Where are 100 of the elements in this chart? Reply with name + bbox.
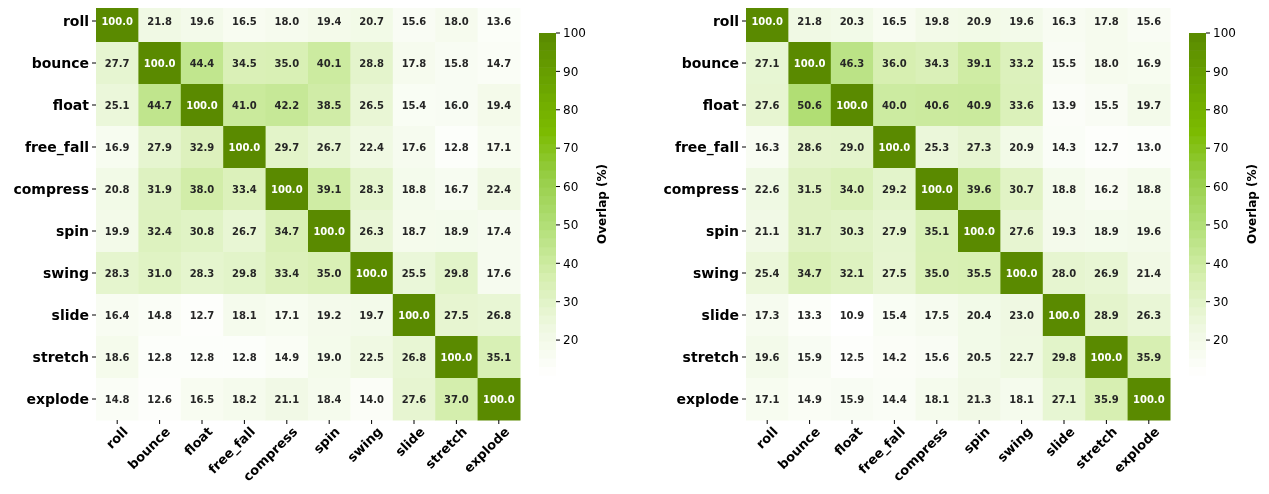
data-label: 21.1 <box>274 393 300 405</box>
data-label: 26.8 <box>401 351 427 363</box>
y-tick-label: swing <box>692 264 739 281</box>
data-label: 25.3 <box>924 141 950 153</box>
data-label: 26.3 <box>359 225 384 237</box>
data-label: 35.5 <box>966 267 992 279</box>
data-label: 28.3 <box>189 267 215 279</box>
data-label: 15.9 <box>797 351 822 363</box>
data-label: 17.5 <box>924 309 950 321</box>
data-label: 14.3 <box>1051 141 1077 153</box>
data-label: 15.6 <box>401 15 427 27</box>
data-label: 14.7 <box>486 57 512 69</box>
data-label: 34.7 <box>274 225 300 237</box>
data-label: 35.0 <box>274 57 300 69</box>
data-label: 27.6 <box>401 393 427 405</box>
data-label: 34.3 <box>924 57 950 69</box>
data-label: 21.8 <box>147 15 172 27</box>
color-bar-label: 60 <box>563 179 579 194</box>
data-label: 19.4 <box>486 99 512 111</box>
data-label: 50.6 <box>797 99 822 111</box>
data-label: 100.0 <box>793 57 826 69</box>
data-label: 16.4 <box>104 309 130 321</box>
data-label: 31.9 <box>147 183 172 195</box>
data-label: 34.5 <box>232 57 257 69</box>
data-label: 22.4 <box>486 183 512 195</box>
data-label: 19.2 <box>316 309 342 321</box>
data-label: 15.6 <box>1136 15 1162 27</box>
data-label: 100.0 <box>751 15 784 27</box>
data-label: 25.1 <box>104 99 130 111</box>
data-label: 19.3 <box>1051 225 1077 237</box>
data-label: 19.9 <box>104 225 130 237</box>
color-bar-label: 80 <box>1213 102 1229 117</box>
y-tick-label: explode <box>26 390 89 407</box>
data-label: 40.1 <box>316 57 342 69</box>
data-label: 12.6 <box>147 393 172 405</box>
data-label: 27.3 <box>966 141 992 153</box>
data-label: 12.7 <box>1094 141 1119 153</box>
data-label: 100.0 <box>228 141 261 153</box>
data-label: 27.5 <box>444 309 469 321</box>
y-tick-label: slide <box>51 306 89 323</box>
data-label: 12.8 <box>232 351 257 363</box>
y-tick-label: free_fall <box>674 138 739 156</box>
data-label: 40.6 <box>924 99 950 111</box>
data-label: 16.5 <box>189 393 215 405</box>
data-label: 17.8 <box>1094 15 1119 27</box>
data-label: 39.1 <box>316 183 342 195</box>
data-label: 20.8 <box>104 183 130 195</box>
data-label: 100.0 <box>440 351 473 363</box>
data-label: 21.1 <box>754 225 780 237</box>
color-bar-label: 100 <box>1213 26 1236 41</box>
data-label: 44.4 <box>189 57 215 69</box>
data-label: 100.0 <box>920 183 953 195</box>
data-label: 30.3 <box>839 225 865 237</box>
data-label: 18.4 <box>316 393 342 405</box>
color-bar-label: 90 <box>563 64 579 79</box>
data-label: 12.8 <box>444 141 469 153</box>
data-label: 15.8 <box>444 57 469 69</box>
data-label: 37.0 <box>444 393 469 405</box>
data-label: 19.6 <box>1009 15 1034 27</box>
data-label: 33.2 <box>1009 57 1034 69</box>
data-label: 14.0 <box>359 393 384 405</box>
data-label: 21.4 <box>1136 267 1162 279</box>
data-label: 28.3 <box>104 267 130 279</box>
color-bar-label: 20 <box>563 333 579 348</box>
data-label: 29.8 <box>232 267 257 279</box>
color-bar-label: 100 <box>563 26 586 41</box>
data-label: 12.5 <box>839 351 865 363</box>
data-label: 44.7 <box>147 99 172 111</box>
data-label: 100.0 <box>101 15 134 27</box>
data-label: 46.3 <box>839 57 865 69</box>
data-label: 17.8 <box>401 57 427 69</box>
data-label: 28.0 <box>1051 267 1077 279</box>
data-label: 28.6 <box>797 141 822 153</box>
data-label: 14.9 <box>797 393 822 405</box>
data-label: 33.6 <box>1009 99 1034 111</box>
data-label: 27.6 <box>754 99 780 111</box>
data-label: 23.0 <box>1009 309 1034 321</box>
data-label: 100.0 <box>398 309 430 321</box>
y-tick-label: roll <box>712 12 739 29</box>
data-label: 35.9 <box>1136 351 1162 363</box>
data-label: 40.0 <box>882 99 907 111</box>
data-label: 36.0 <box>882 57 907 69</box>
data-label: 16.0 <box>444 99 469 111</box>
y-tick-label: compress <box>663 180 739 197</box>
data-label: 16.2 <box>1094 183 1119 195</box>
data-label: 13.6 <box>486 15 512 27</box>
data-label: 15.6 <box>924 351 950 363</box>
data-label: 28.8 <box>359 57 384 69</box>
data-label: 17.3 <box>754 309 780 321</box>
data-label: 34.7 <box>797 267 822 279</box>
y-tick-label: swing <box>42 264 89 281</box>
data-label: 29.0 <box>839 141 865 153</box>
data-label: 15.5 <box>1094 99 1119 111</box>
data-label: 17.1 <box>274 309 300 321</box>
data-label: 39.6 <box>966 183 992 195</box>
data-label: 20.9 <box>966 15 992 27</box>
color-bar-label: 70 <box>1213 141 1229 156</box>
data-label: 20.7 <box>359 15 384 27</box>
data-label: 26.9 <box>1094 267 1119 279</box>
data-label: 100.0 <box>1090 351 1123 363</box>
